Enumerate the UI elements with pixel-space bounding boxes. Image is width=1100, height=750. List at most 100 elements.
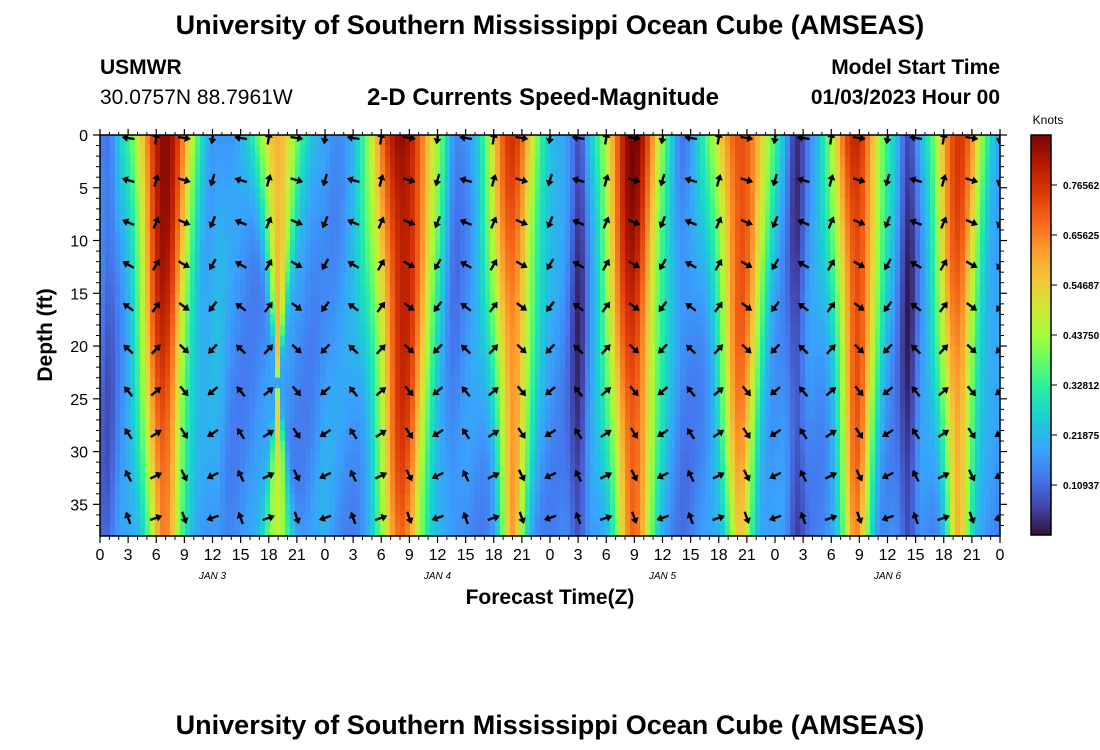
heat-cell	[400, 156, 406, 168]
heat-cell	[350, 409, 356, 421]
heat-cell	[210, 356, 216, 368]
heat-cell	[400, 177, 406, 189]
heat-cell	[280, 483, 286, 495]
heat-cell	[700, 272, 706, 284]
heat-cell	[250, 356, 256, 368]
heat-cell	[415, 409, 421, 421]
heat-cell	[310, 177, 316, 189]
heat-cell	[605, 240, 611, 252]
heat-cell	[380, 166, 386, 178]
heat-cell	[675, 240, 681, 252]
heat-cell	[270, 346, 276, 358]
heat-cell	[520, 419, 526, 432]
heat-cell	[445, 462, 451, 474]
heat-cell	[275, 198, 281, 210]
heat-cell	[570, 282, 576, 294]
heat-cell	[195, 493, 201, 505]
heat-cell	[195, 430, 201, 442]
heat-cell	[405, 261, 411, 273]
heat-cell	[450, 303, 456, 315]
heat-cell	[270, 398, 276, 410]
heat-cell	[410, 493, 416, 505]
heat-cell	[595, 219, 601, 231]
heat-cell	[595, 177, 601, 189]
heat-cell	[250, 166, 256, 178]
heat-cell	[590, 409, 596, 421]
heat-cell	[705, 229, 711, 242]
heat-cell	[490, 483, 496, 495]
heat-cell	[495, 314, 501, 326]
heat-cell	[580, 462, 586, 474]
heat-cell	[325, 272, 331, 284]
heat-cell	[360, 409, 366, 421]
heat-cell	[715, 419, 721, 432]
heat-cell	[145, 187, 151, 199]
heat-cell	[470, 166, 476, 178]
heat-cell	[640, 514, 646, 527]
heat-cell	[620, 388, 626, 400]
heat-cell	[150, 251, 156, 263]
heat-cell	[690, 293, 696, 305]
heat-cell	[595, 145, 601, 157]
heat-cell	[630, 356, 636, 368]
heat-cell	[105, 335, 111, 347]
heat-cell	[430, 251, 436, 263]
heat-cell	[365, 483, 371, 495]
heat-cell	[380, 219, 386, 231]
heat-cell	[205, 187, 211, 199]
heat-cell	[355, 483, 361, 495]
heat-cell	[330, 229, 336, 242]
heat-cell	[710, 177, 716, 189]
heat-cell	[420, 219, 426, 231]
heat-cell	[420, 462, 426, 474]
heat-cell	[590, 282, 596, 294]
heat-cell	[265, 156, 271, 168]
heat-cell	[230, 462, 236, 474]
heat-cell	[555, 514, 561, 527]
heat-cell	[640, 251, 646, 263]
heat-cell	[670, 303, 676, 315]
heat-cell	[620, 229, 626, 242]
heat-cell	[390, 314, 396, 326]
heat-cell	[340, 377, 346, 389]
heat-cell	[455, 451, 461, 463]
heat-cell	[715, 314, 721, 326]
heat-cell	[715, 514, 721, 527]
heat-cell	[315, 377, 321, 389]
heat-cell	[550, 177, 556, 189]
heat-cell	[290, 135, 296, 147]
heat-cell	[250, 367, 256, 379]
heat-cell	[380, 303, 386, 315]
heat-cell	[265, 514, 271, 527]
heat-cell	[265, 472, 271, 484]
heat-cell	[365, 187, 371, 199]
heat-cell	[260, 314, 266, 326]
heat-cell	[640, 145, 646, 157]
heat-cell	[315, 187, 321, 199]
heat-cell	[135, 335, 141, 347]
heat-cell	[500, 398, 506, 410]
heat-cell	[650, 156, 656, 168]
heat-cell	[320, 493, 326, 505]
heat-cell	[295, 187, 301, 199]
heat-cell	[485, 303, 491, 315]
heat-cell	[470, 462, 476, 474]
heat-cell	[135, 282, 141, 294]
heat-cell	[365, 261, 371, 273]
heat-cell	[665, 462, 671, 474]
heat-cell	[195, 293, 201, 305]
heat-cell	[495, 187, 501, 199]
heat-cell	[505, 388, 511, 400]
heat-cell	[705, 219, 711, 231]
heat-cell	[190, 156, 196, 168]
heat-cell	[230, 198, 236, 210]
heat-cell	[620, 272, 626, 284]
heat-cell	[425, 314, 431, 326]
heat-cell	[695, 208, 701, 221]
heat-cell	[265, 462, 271, 474]
heat-cell	[685, 398, 691, 410]
heat-cell	[440, 356, 446, 368]
heat-cell	[335, 377, 341, 389]
heat-cell	[395, 324, 401, 337]
heat-cell	[685, 356, 691, 368]
